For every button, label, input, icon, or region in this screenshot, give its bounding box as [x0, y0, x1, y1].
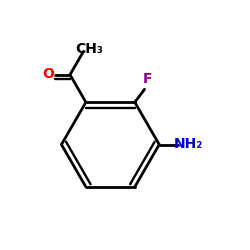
Text: F: F: [142, 72, 152, 86]
Text: O: O: [42, 67, 54, 81]
Text: CH₃: CH₃: [75, 42, 103, 56]
Text: NH₂: NH₂: [174, 137, 203, 151]
